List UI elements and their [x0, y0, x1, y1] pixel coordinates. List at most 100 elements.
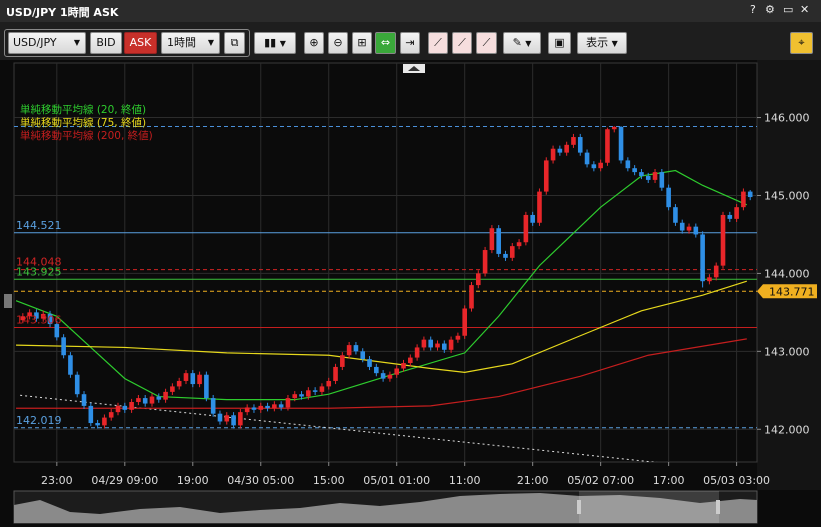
fullscreen-button[interactable]: ⌖ [790, 32, 813, 54]
candle-body [659, 172, 665, 188]
navigator-window[interactable] [579, 491, 719, 523]
candle-body [244, 407, 250, 413]
candle-body [571, 137, 576, 145]
x-tick-label: 19:00 [177, 474, 209, 487]
legend-entry: 単純移動平均線 (200, 終値) [20, 129, 153, 142]
candle-body [122, 405, 128, 410]
close-icon[interactable]: ✕ [800, 3, 810, 16]
candle-body [326, 380, 332, 387]
candle-body [632, 168, 637, 173]
x-tick-label: 04/29 09:00 [91, 474, 158, 487]
candle-body [489, 228, 495, 251]
candle-body [666, 187, 671, 208]
snapshot-button[interactable]: ▣ [548, 32, 571, 54]
interval-text: 1時間 [167, 36, 196, 49]
candle-body [108, 412, 114, 418]
collapse-arrow [408, 66, 420, 71]
legend-entry: 単純移動平均線 (20, 終値) [20, 103, 146, 116]
x-tick-label: 17:00 [653, 474, 685, 487]
candle-body [408, 357, 413, 364]
candle-body [707, 277, 712, 282]
candle-body [435, 343, 440, 348]
y-tick-label: 143.000 [764, 345, 810, 358]
candle-body [442, 343, 447, 350]
candle-body [564, 144, 569, 153]
ask-button[interactable]: ASK [124, 32, 157, 54]
navigator-area [14, 493, 757, 523]
candle-body [61, 337, 66, 356]
legend-entry: 単純移動平均線 (75, 終値) [20, 116, 146, 129]
display-button[interactable]: 表示 ▼ [577, 32, 627, 54]
moving-average-line [16, 280, 747, 373]
candle-body [509, 246, 515, 258]
fit-button[interactable]: ⇔ [375, 32, 396, 54]
zoom-out-button[interactable]: ⊖ [328, 32, 348, 54]
symbol-text: USD/JPY [13, 36, 57, 49]
candle-body [523, 214, 529, 243]
navigator-handle-left[interactable] [577, 500, 581, 514]
bid-text: BID [96, 36, 116, 49]
draw-trend-button[interactable]: ⟋ [452, 32, 472, 54]
x-tick-label: 15:00 [313, 474, 345, 487]
help-icon[interactable]: ? [750, 3, 756, 16]
candle-body [20, 316, 26, 321]
bid-button[interactable]: BID [90, 32, 122, 54]
candle-body [448, 339, 454, 350]
x-tick-label: 04/30 05:00 [227, 474, 294, 487]
trendline [20, 394, 658, 462]
title-bar: USD/JPY 1時間 ASK ? ⚙ ▭ ✕ [0, 0, 821, 22]
toolbar: USD/JPY ▼ BID ASK 1時間 ▼ ⧉ ▮▮ ▼ ⊕ ⊖ ⊞ ⇔ ⇥ ⟋… [0, 22, 821, 60]
symbol-select[interactable]: USD/JPY ▼ [8, 32, 86, 54]
candle-body [204, 374, 209, 399]
candle-body [700, 234, 705, 282]
x-tick-label: 05/03 03:00 [703, 474, 770, 487]
candle-body [401, 363, 406, 369]
pen-button[interactable]: ✎ ▼ [503, 32, 541, 54]
zoom-in-button[interactable]: ⊕ [304, 32, 324, 54]
candle-body [496, 228, 501, 254]
candle-body [543, 160, 549, 192]
candle-body [47, 313, 53, 325]
candle-body [102, 417, 107, 426]
candle-body [503, 253, 508, 258]
candle-body [394, 368, 400, 375]
candle-body [278, 404, 284, 408]
candle-body [142, 398, 148, 404]
x-tick-label: 23:00 [41, 474, 73, 487]
compare-button[interactable]: ⧉ [224, 32, 245, 54]
candle-body [639, 172, 644, 176]
navigator-handle-right[interactable] [716, 500, 720, 514]
candle-body [81, 394, 87, 406]
candle-body [190, 373, 196, 385]
settings-icon[interactable]: ⚙ [765, 3, 775, 16]
draw-delete-button[interactable]: ⟋ [476, 32, 497, 54]
price-level-label: 142.019 [16, 414, 62, 427]
candle-body [163, 391, 168, 400]
restore-icon[interactable]: ▭ [783, 3, 794, 16]
candle-body [265, 405, 270, 409]
candle-body [346, 345, 352, 356]
candle-body [54, 324, 60, 338]
candle-body [136, 398, 141, 402]
draw-line-button[interactable]: ⟋ [428, 32, 448, 54]
chart-type-button[interactable]: ▮▮ ▼ [254, 32, 296, 54]
candle-body [360, 351, 366, 360]
x-tick-label: 05/01 01:00 [363, 474, 430, 487]
candle-body [387, 374, 393, 379]
scroll-end-button[interactable]: ⇥ [400, 32, 420, 54]
candle-body [115, 405, 121, 413]
crosshair-button[interactable]: ⊞ [352, 32, 372, 54]
side-handle[interactable] [4, 294, 12, 308]
candle-body [625, 160, 631, 169]
interval-select[interactable]: 1時間 ▼ [161, 32, 220, 54]
candle-body [34, 312, 39, 319]
y-tick-label: 146.000 [764, 112, 810, 125]
symbol-group [4, 29, 250, 57]
candle-body [475, 273, 481, 286]
price-level-label: 144.048 [16, 256, 62, 269]
candle-body [591, 164, 597, 169]
candle-body [537, 191, 542, 223]
candle-body [156, 396, 162, 400]
candle-body [333, 366, 338, 381]
candle-body [734, 207, 739, 219]
